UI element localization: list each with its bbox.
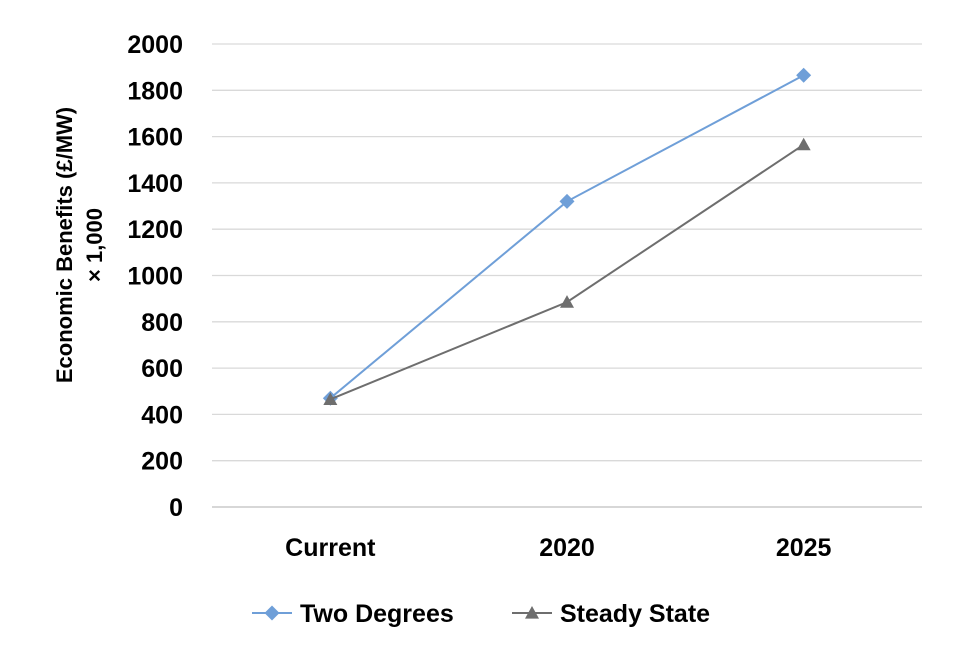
legend-diamond-marker [264, 605, 280, 621]
series-line [329, 74, 805, 399]
legend-triangle-marker [525, 606, 539, 619]
y-tick-label: 1200 [127, 216, 183, 244]
legend-label: Two Degrees [300, 600, 454, 628]
y-tick-label: 1800 [127, 77, 183, 105]
y-tick-label: 400 [141, 401, 183, 429]
y-axis-title-line-2: × 1,000 [82, 208, 107, 282]
y-tick-label: 1400 [127, 170, 183, 198]
y-axis-title: Economic Benefits (£/MW) × 1,000 [52, 107, 107, 383]
y-tick-label: 1600 [127, 124, 183, 152]
x-tick-label: 2020 [539, 534, 595, 562]
data-point [560, 295, 574, 308]
y-tick-label: 600 [141, 355, 183, 383]
data-point [796, 67, 812, 83]
y-tick-label: 2000 [127, 31, 183, 59]
gridlines [212, 43, 922, 508]
legend-item: Two Degrees [252, 600, 454, 628]
series-two-degrees [322, 67, 812, 406]
x-tick-label: 2025 [776, 534, 832, 562]
data-point [559, 193, 575, 209]
y-tick-label: 800 [141, 309, 183, 337]
y-tick-label: 200 [141, 448, 183, 476]
x-axis-tick-labels: Current 2020 2025 [285, 534, 831, 562]
y-axis-tick-labels: 0 200 400 600 800 1000 1200 1400 1600 1800 2000 [127, 31, 183, 522]
x-tick-label: Current [285, 534, 376, 562]
data-point [796, 137, 811, 151]
y-tick-label: 0 [169, 494, 183, 522]
series-steady-state [323, 137, 811, 405]
legend: Two Degrees Steady State [252, 600, 710, 628]
y-tick-label: 1000 [127, 263, 183, 291]
legend-label: Steady State [560, 600, 710, 628]
data-point [323, 392, 338, 405]
y-axis-title-line-1: Economic Benefits (£/MW) [52, 107, 77, 383]
series-lines [322, 67, 812, 406]
legend-item: Steady State [512, 600, 710, 628]
